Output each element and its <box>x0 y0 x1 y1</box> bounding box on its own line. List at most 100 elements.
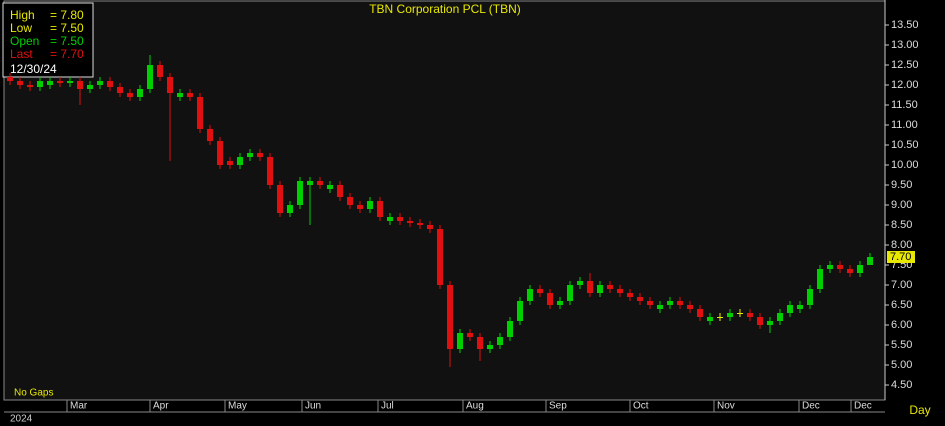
x-tick-label: Dec <box>854 401 872 412</box>
candle-body <box>347 197 353 205</box>
candle-body <box>357 205 363 209</box>
candle-body <box>77 81 83 89</box>
candle-body <box>367 201 373 209</box>
candle-body <box>377 201 383 217</box>
plot-area <box>3 0 886 401</box>
candle-body <box>507 321 513 337</box>
candle-body <box>577 281 583 285</box>
candle-body <box>297 181 303 205</box>
candle-body <box>607 285 613 289</box>
candle-body <box>597 285 603 293</box>
candle-body <box>567 285 573 301</box>
x-tick-label: Nov <box>717 401 735 412</box>
candle-body <box>47 81 53 85</box>
y-tick-label: 13.00 <box>891 39 919 51</box>
last-price-label: 7.70 <box>890 251 911 263</box>
candle-body <box>317 181 323 185</box>
candle-body <box>17 81 23 85</box>
candle-body <box>247 153 253 157</box>
candle-body <box>707 317 713 321</box>
y-tick-label: 12.00 <box>891 79 919 91</box>
candle-body <box>757 317 763 325</box>
candle-body <box>287 205 293 213</box>
info-label: Last <box>10 47 33 61</box>
candle-body <box>857 265 863 273</box>
candle-body <box>157 65 163 77</box>
info-value: = 7.80 <box>50 8 84 22</box>
info-label: High <box>10 8 35 22</box>
candle-body <box>27 85 33 87</box>
candle-body <box>217 141 223 165</box>
candle-body <box>767 321 773 325</box>
candle-body <box>827 265 833 269</box>
y-tick-label: 5.50 <box>891 339 912 351</box>
candle-body <box>427 225 433 229</box>
year-label: 2024 <box>10 414 33 425</box>
candle-body <box>267 157 273 185</box>
y-tick-label: 8.50 <box>891 219 912 231</box>
y-tick-label: 13.50 <box>891 19 919 31</box>
info-value: = 7.50 <box>50 34 84 48</box>
candle-body <box>477 337 483 349</box>
candle-body <box>37 81 43 87</box>
candle-body <box>647 301 653 305</box>
candle-body <box>557 301 563 305</box>
candle-body <box>227 161 233 165</box>
y-tick-label: 6.00 <box>891 319 912 331</box>
candle-body <box>107 81 113 87</box>
candle-body <box>537 289 543 293</box>
candle-body <box>467 333 473 337</box>
candle-body <box>127 93 133 97</box>
x-tick-label: Sep <box>549 401 567 412</box>
candle-body <box>387 217 393 221</box>
candle-body <box>147 65 153 89</box>
candle-body <box>547 293 553 305</box>
candle-body <box>437 229 443 285</box>
candle-body <box>97 81 103 85</box>
candle-body <box>397 217 403 221</box>
candle-body <box>727 313 733 317</box>
candle-body <box>687 305 693 309</box>
candle-body <box>617 289 623 293</box>
candle-body <box>747 313 753 317</box>
y-tick-label: 10.00 <box>891 159 919 171</box>
info-value: = 7.70 <box>50 47 84 61</box>
candle-body <box>277 185 283 213</box>
candle-body <box>497 337 503 345</box>
candle-body <box>67 81 73 83</box>
candle-body <box>637 297 643 301</box>
period-label: Day <box>909 403 930 417</box>
x-tick-label: Mar <box>70 401 88 412</box>
x-tick-label: Jul <box>381 401 394 412</box>
x-tick-label: Oct <box>633 401 649 412</box>
x-tick-label: May <box>228 401 247 412</box>
candle-body <box>167 77 173 93</box>
candle-body <box>457 333 463 349</box>
candle-body <box>837 265 843 269</box>
candle-body <box>847 269 853 273</box>
gaps-label: No Gaps <box>14 388 53 399</box>
candle-body <box>237 157 243 165</box>
candle-body <box>177 93 183 97</box>
y-tick-label: 11.50 <box>891 99 918 111</box>
y-tick-label: 12.50 <box>891 59 919 71</box>
info-label: Open <box>10 34 39 48</box>
candle-body <box>87 85 93 89</box>
info-label: Low <box>10 21 32 35</box>
candle-body <box>657 305 663 309</box>
candle-body <box>7 77 13 81</box>
candle-body <box>777 313 783 321</box>
y-tick-label: 9.00 <box>891 199 912 211</box>
y-tick-label: 5.00 <box>891 359 912 371</box>
chart-title: TBN Corporation PCL (TBN) <box>369 2 521 16</box>
candle-body <box>517 301 523 321</box>
y-tick-label: 11.00 <box>891 119 918 131</box>
x-tick-label: Dec <box>802 401 820 412</box>
y-tick-label: 4.50 <box>891 379 912 391</box>
x-tick-label: Apr <box>153 401 169 412</box>
candle-body <box>677 301 683 305</box>
candle-body <box>627 293 633 297</box>
candle-body <box>797 305 803 309</box>
